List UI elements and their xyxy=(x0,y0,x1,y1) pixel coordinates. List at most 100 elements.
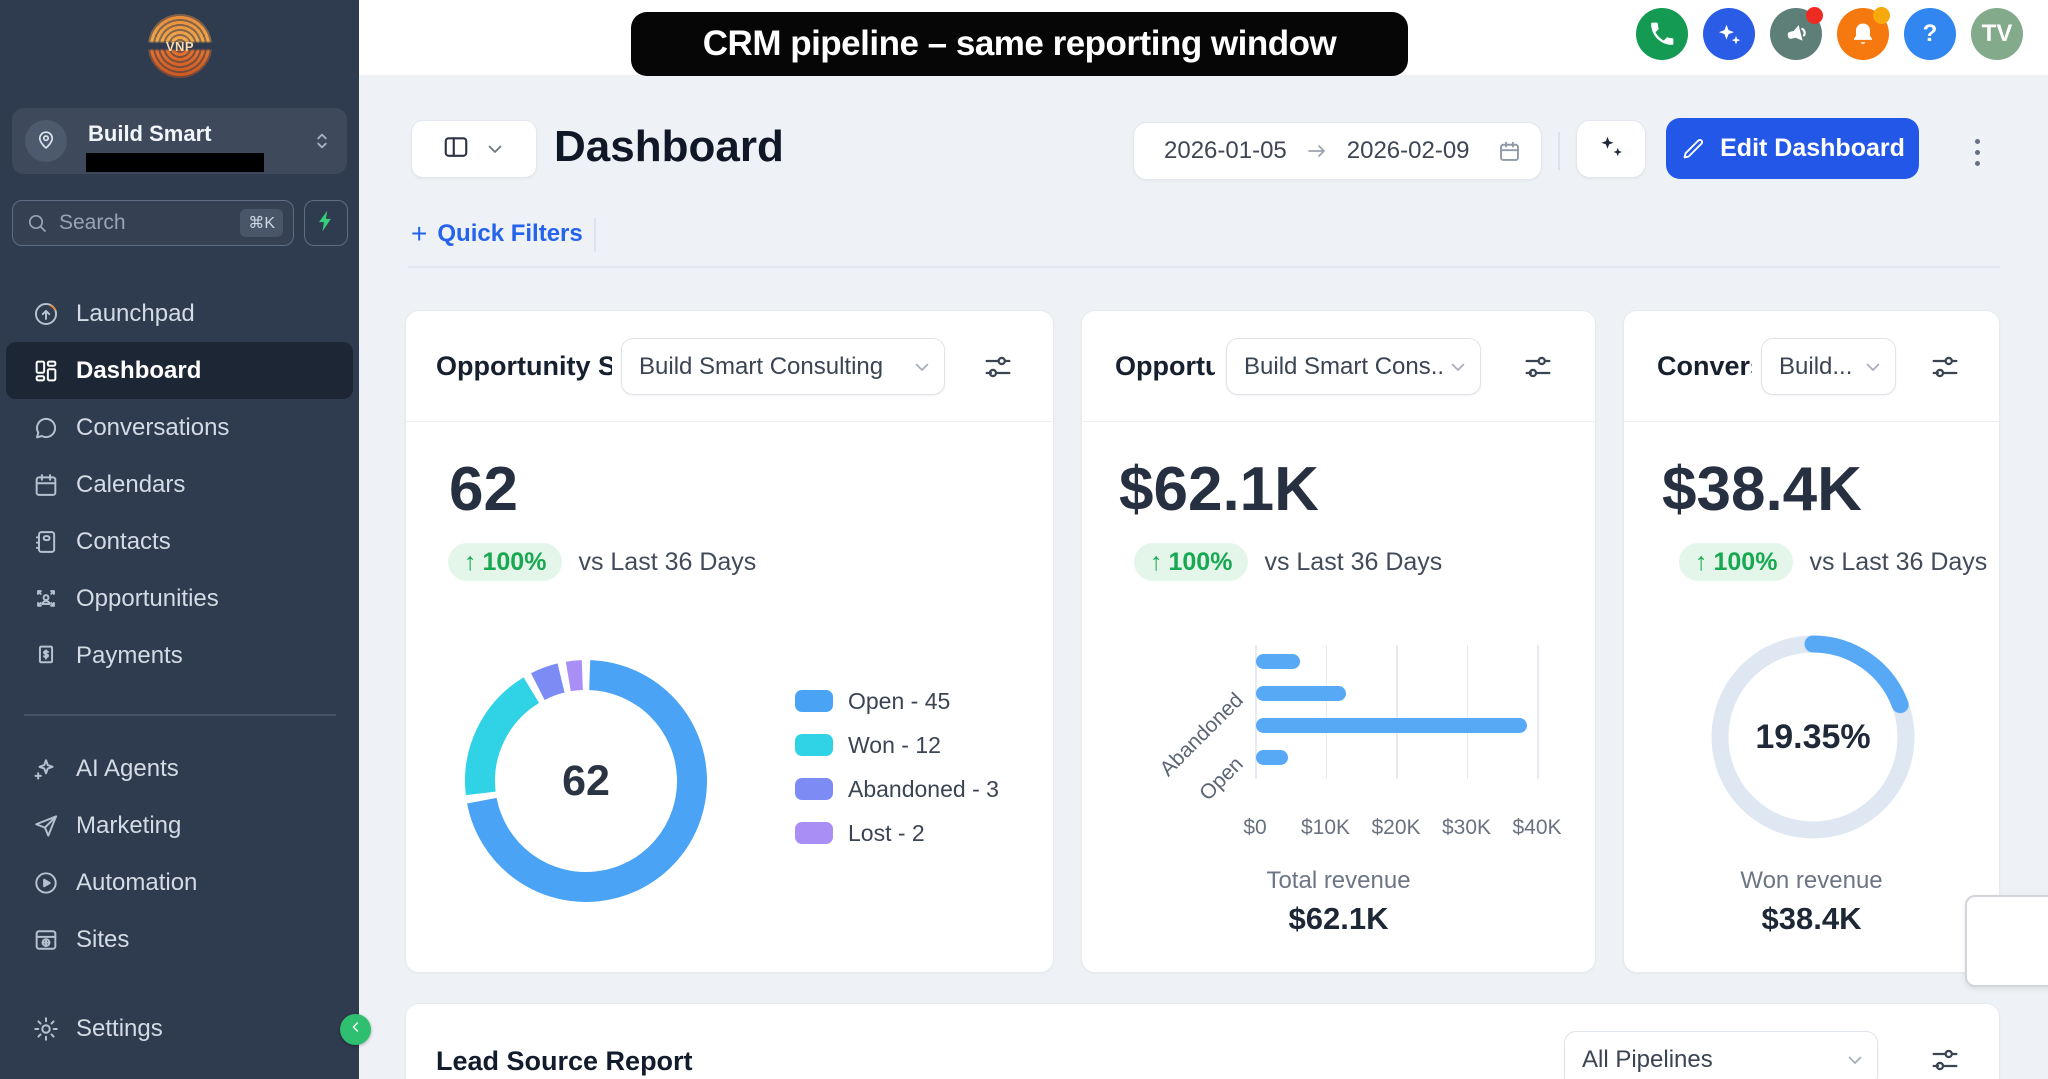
legend-item-won[interactable]: Won - 12 xyxy=(795,723,999,767)
topbar-icons: ? TV xyxy=(1636,7,2023,60)
arrow-up-icon: ↑ xyxy=(1150,547,1163,576)
sidebar-item-dashboard[interactable]: Dashboard xyxy=(6,342,353,399)
chevron-down-icon xyxy=(910,355,934,379)
legend-label: Abandoned - 3 xyxy=(848,775,999,802)
vnp-logo: VNP xyxy=(148,14,212,78)
account-filter-dropdown[interactable]: Build... xyxy=(1761,338,1896,395)
more-options-button[interactable] xyxy=(1957,130,1997,174)
bar-row3 xyxy=(1256,717,1527,733)
metric-value: 62 xyxy=(449,455,518,524)
sidebar-item-payments[interactable]: Payments xyxy=(6,627,353,684)
card-title: Lead Source Report xyxy=(436,1046,693,1076)
sidebar-item-label: Sites xyxy=(76,925,130,953)
delta-badge: ↑ 100% xyxy=(1679,543,1794,581)
footer-value: $38.4K xyxy=(1761,901,1862,936)
sites-icon xyxy=(32,926,60,954)
donut-segment-lost xyxy=(565,660,584,692)
chevrons-updown-icon xyxy=(309,128,335,159)
sidebar-item-settings[interactable]: Settings xyxy=(6,1000,353,1057)
calendars-icon xyxy=(32,471,60,499)
sidebar-collapse-button[interactable] xyxy=(340,1014,371,1045)
quick-filters-divider xyxy=(594,218,596,252)
account-filter-dropdown[interactable]: Build Smart Cons... xyxy=(1226,338,1481,395)
sidebar-nav-primary: Launchpad Dashboard Conversations Calendars… xyxy=(0,285,359,684)
chevron-left-icon xyxy=(347,1018,365,1041)
metric-value: $62.1K xyxy=(1119,455,1319,524)
help-button[interactable]: ? xyxy=(1904,8,1956,60)
megaphone-icon xyxy=(1781,19,1811,49)
date-range-picker[interactable]: 2026-01-05 2026-02-09 xyxy=(1133,122,1542,180)
search-input[interactable]: Search ⌘K xyxy=(12,200,294,246)
x-axis-tick: $10K xyxy=(1300,816,1351,839)
quick-actions-button[interactable] xyxy=(304,200,348,246)
ai-sparkles-icon xyxy=(1714,19,1744,49)
launchpad-icon xyxy=(32,300,60,328)
sidebar-item-conversations[interactable]: Conversations xyxy=(6,399,353,456)
legend-item-lost[interactable]: Lost - 2 xyxy=(795,811,999,855)
sidebar-item-launchpad[interactable]: Launchpad xyxy=(6,285,353,342)
ai-sparkles-button[interactable] xyxy=(1703,8,1755,60)
contacts-icon xyxy=(32,528,60,556)
opportunities-icon xyxy=(32,585,60,613)
sidebar-item-contacts[interactable]: Contacts xyxy=(6,513,353,570)
chevron-down-icon xyxy=(1843,1048,1867,1072)
metric-value: $38.4K xyxy=(1662,455,1862,524)
gridline xyxy=(1255,645,1257,779)
arrow-right-icon xyxy=(1305,139,1329,163)
sidebar-item-opportunities[interactable]: Opportunities xyxy=(6,570,353,627)
automation-icon xyxy=(32,869,60,897)
bar-row1 xyxy=(1256,653,1301,669)
account-name: Build Smart xyxy=(88,121,212,146)
dashboard-switcher-button[interactable] xyxy=(411,120,537,178)
marketing-icon xyxy=(32,812,60,840)
widget-filter-icon[interactable] xyxy=(1929,1044,1961,1076)
legend-swatch xyxy=(795,778,833,800)
location-pin-icon xyxy=(25,120,67,162)
sidebar-item-ai-agents[interactable]: AI Agents xyxy=(6,740,353,797)
account-switcher[interactable]: Build Smart xyxy=(12,108,347,174)
delta-badge: ↑ 100% xyxy=(1134,543,1249,581)
gridline xyxy=(1466,645,1468,779)
edit-dashboard-button[interactable]: Edit Dashboard xyxy=(1666,118,1919,179)
sidebar-item-automation[interactable]: Automation xyxy=(6,854,353,911)
sidebar-item-calendars[interactable]: Calendars xyxy=(6,456,353,513)
page-title: Dashboard xyxy=(554,122,784,171)
sidebar-item-label: Launchpad xyxy=(76,299,195,327)
x-axis-tick: $0 xyxy=(1243,816,1267,839)
delta-caption: vs Last 36 Days xyxy=(1809,547,1988,576)
donut-segment-abandoned xyxy=(531,663,565,701)
ai-assistant-button[interactable] xyxy=(1576,120,1646,178)
sidebar-item-marketing[interactable]: Marketing xyxy=(6,797,353,854)
sidebar-item-label: Payments xyxy=(76,641,183,669)
layout-icon xyxy=(441,132,471,167)
widget-filter-icon[interactable] xyxy=(1929,351,1961,383)
legend-item-open[interactable]: Open - 45 xyxy=(795,679,999,723)
megaphone-button[interactable] xyxy=(1770,7,1823,60)
phone-button[interactable] xyxy=(1636,8,1688,60)
footer-label: Won revenue xyxy=(1740,867,1883,894)
phone-icon xyxy=(1647,19,1677,49)
quick-filters-button[interactable]: + Quick Filters xyxy=(411,218,583,249)
conversion-rate-card: Convers Build... $38.4K ↑ 100% vs Last 3… xyxy=(1623,310,2000,973)
bell-button[interactable] xyxy=(1837,7,1890,60)
revenue-bar-chart: $0 $10K $20K $30K $40K Abandoned Open xyxy=(1082,611,1597,861)
legend-item-abandoned[interactable]: Abandoned - 3 xyxy=(795,767,999,811)
sidebar-item-sites[interactable]: Sites xyxy=(6,911,353,968)
widget-filter-icon[interactable] xyxy=(1522,351,1554,383)
avatar-button[interactable]: TV xyxy=(1971,8,2023,60)
help-glyph: ? xyxy=(1922,20,1938,47)
pipeline-filter-dropdown[interactable]: All Pipelines xyxy=(1564,1031,1878,1079)
chevron-down-icon xyxy=(1861,355,1885,379)
delta-badge: ↑ 100% xyxy=(448,543,563,581)
sidebar-item-label: Dashboard xyxy=(76,356,202,384)
notification-badge xyxy=(1806,7,1823,24)
sparkles-icon xyxy=(1596,132,1626,167)
widget-filter-icon[interactable] xyxy=(982,351,1014,383)
opportunity-value-card: Opportu Build Smart Cons... $62.1K ↑ 100… xyxy=(1081,310,1596,973)
card-header: Convers Build... xyxy=(1624,311,1999,422)
avatar-glyph: TV xyxy=(1981,20,2013,47)
annotation-banner: CRM pipeline – same reporting window xyxy=(631,12,1408,76)
sidebar-item-label: Opportunities xyxy=(76,584,219,612)
notification-badge xyxy=(1873,7,1890,24)
account-filter-dropdown[interactable]: Build Smart Consulting xyxy=(621,338,945,395)
